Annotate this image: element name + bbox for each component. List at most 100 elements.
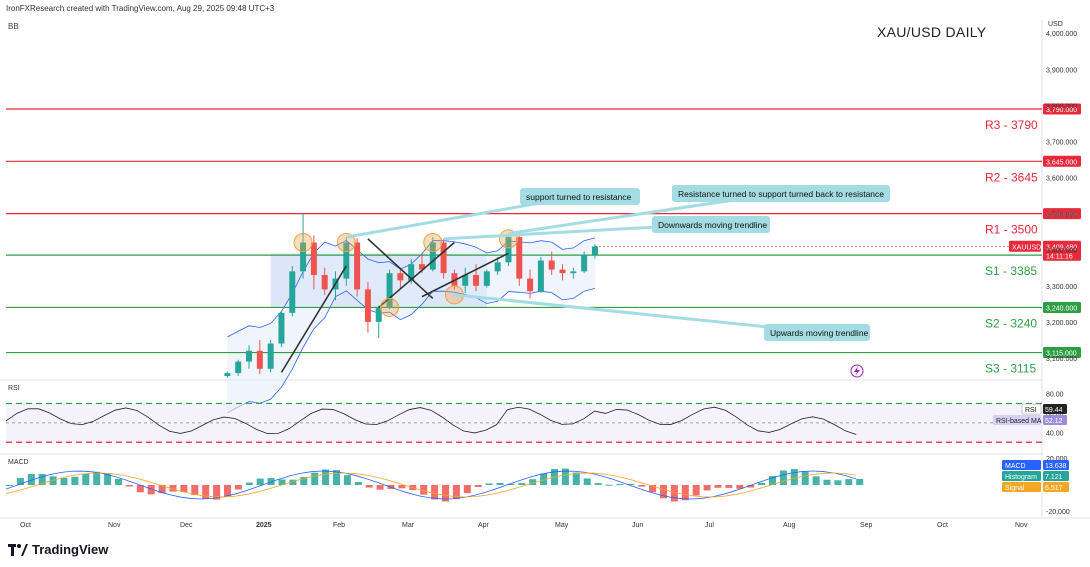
price-tick-label-5: 3,500.000 <box>1046 212 1077 219</box>
macd-hist-bar-60 <box>660 485 667 499</box>
macd-hist-bar-42 <box>463 485 471 494</box>
callout-text-0: support turned to resistance <box>526 192 632 202</box>
last-price-badge <box>1043 240 1081 261</box>
macd-hist-bar-56 <box>616 484 624 486</box>
macd-hist-bar-73 <box>801 471 809 485</box>
time-label-3: 2025 <box>256 522 272 529</box>
macd-hist-bar-3 <box>38 474 46 485</box>
macd-hist-bar-76 <box>834 480 842 485</box>
level-badge-text-2: 3,500.000 <box>1046 212 1077 219</box>
level-badge-4 <box>1043 301 1081 313</box>
candle-body-29 <box>537 260 544 292</box>
candle-body-19 <box>429 242 436 270</box>
macd-hist-bar-77 <box>845 479 853 485</box>
macd-hist-bar-71 <box>779 470 787 485</box>
macd-hist-bar-13 <box>147 485 155 495</box>
level-label-4: S2 - 3240 <box>985 316 1037 330</box>
price-tick-label-7: 3,300.000 <box>1046 284 1077 291</box>
level-badge-text-5: 3,115.000 <box>1046 351 1077 358</box>
price-tick-label-6: 3,400.000 <box>1046 248 1077 255</box>
macd-hist-bar-65 <box>714 485 722 488</box>
macd-hist-bar-30 <box>333 470 340 485</box>
candle-body-30 <box>548 260 555 270</box>
time-label-2: Dec <box>180 522 193 529</box>
macd-hist-bar-8 <box>93 471 101 485</box>
rsi-label-badge <box>1021 403 1042 415</box>
highlight-circle-2 <box>423 232 443 252</box>
macd-hist-bar-38 <box>420 485 428 495</box>
rsi-pane-tag: RSI <box>8 385 20 392</box>
macd-hist-bar-69 <box>758 482 766 485</box>
candle-body-15 <box>386 273 393 308</box>
price-tick-label-8: 3,200.000 <box>1046 320 1077 327</box>
macd-hist-bar-58 <box>638 485 646 487</box>
macd-hist-bar-32 <box>354 482 362 485</box>
macd-hist-bar-52 <box>572 472 580 485</box>
macd-hist-bar-18 <box>202 485 210 499</box>
candle-body-6 <box>289 271 296 313</box>
level-badge-0 <box>1043 103 1081 115</box>
level-label-5: S3 - 3115 <box>985 362 1036 376</box>
signal-line <box>5 472 857 498</box>
macd-hist-bar-51 <box>561 468 569 485</box>
macd-hist-bar-64 <box>703 485 711 491</box>
macd-hist-bar-33 <box>365 485 373 488</box>
candle-body-27 <box>516 237 523 279</box>
price-tick-label-2: 3,800.000 <box>1046 103 1077 110</box>
candle-body-24 <box>483 271 490 286</box>
macd-hist-bar-19 <box>213 485 221 500</box>
trendline-2 <box>378 241 455 309</box>
candle-body-26 <box>505 237 512 263</box>
callout-text-2: Downwards moving trendline <box>658 220 767 230</box>
macd-hist-bar-62 <box>681 485 689 501</box>
macd-hist-bar-36 <box>398 485 406 489</box>
time-label-1: Nov <box>108 522 121 529</box>
time-label-6: Apr <box>478 522 490 529</box>
macd-hist-bar-74 <box>812 476 820 485</box>
candle-body-32 <box>570 271 577 274</box>
macd-hist-bar-48 <box>529 479 537 485</box>
time-label-9: Jul <box>705 522 714 529</box>
candle-body-1 <box>235 361 242 374</box>
time-label-12: Oct <box>937 522 948 529</box>
level-label-2: R1 - 3500 <box>985 223 1038 237</box>
level-badge-text-0: 3,790.000 <box>1046 107 1077 114</box>
macd-hist-bar-40 <box>442 485 449 502</box>
candle-body-17 <box>408 264 415 281</box>
hist-value-badge <box>1043 471 1069 481</box>
callout-box-1 <box>672 185 890 202</box>
macd-hist-bar-55 <box>605 484 613 486</box>
macd-hist-bar-46 <box>507 483 515 485</box>
time-label-11: Sep <box>860 522 873 529</box>
price-axis: 4,000.000 3,900.000 3,800.000 3,700.000 3,60… <box>1046 31 1077 363</box>
candle-body-3 <box>256 350 263 369</box>
macd-hist-bar-7 <box>82 473 90 485</box>
macd-hist-bar-49 <box>540 473 548 485</box>
callout-box-2 <box>652 216 770 233</box>
callout-box-0 <box>520 188 640 205</box>
rsi-ma-value-text: 52.12 <box>1045 418 1063 425</box>
candle-body-18 <box>418 264 425 270</box>
annotations-layer: support turned to resistance Resistance t… <box>346 185 890 378</box>
macd-hist-bar-17 <box>191 485 199 496</box>
macd-hist-bar-72 <box>790 468 798 485</box>
highlight-circle-0 <box>293 232 313 252</box>
macd-hist-bar-28 <box>311 472 319 485</box>
macd-hist-bar-23 <box>256 478 264 485</box>
time-label-4: Feb <box>333 522 345 529</box>
candle-body-11 <box>343 242 350 279</box>
macd-hist-bar-66 <box>725 485 733 488</box>
macd-hist-bar-70 <box>769 476 776 485</box>
macd-hist-bar-22 <box>245 482 253 485</box>
macd-hist-bar-26 <box>289 479 297 485</box>
candle-body-33 <box>581 255 588 272</box>
macd-tick-0: 20.000 <box>1046 456 1068 463</box>
macd-hist-bar-78 <box>856 478 864 485</box>
macd-pane-tag: MACD <box>8 459 29 466</box>
signal-value-text: 6.517 <box>1045 485 1063 492</box>
rsi-tick-2: 40.00 <box>1046 431 1064 438</box>
macd-hist-bar-59 <box>649 485 657 493</box>
tradingview-logo[interactable]: TradingView <box>8 542 108 557</box>
